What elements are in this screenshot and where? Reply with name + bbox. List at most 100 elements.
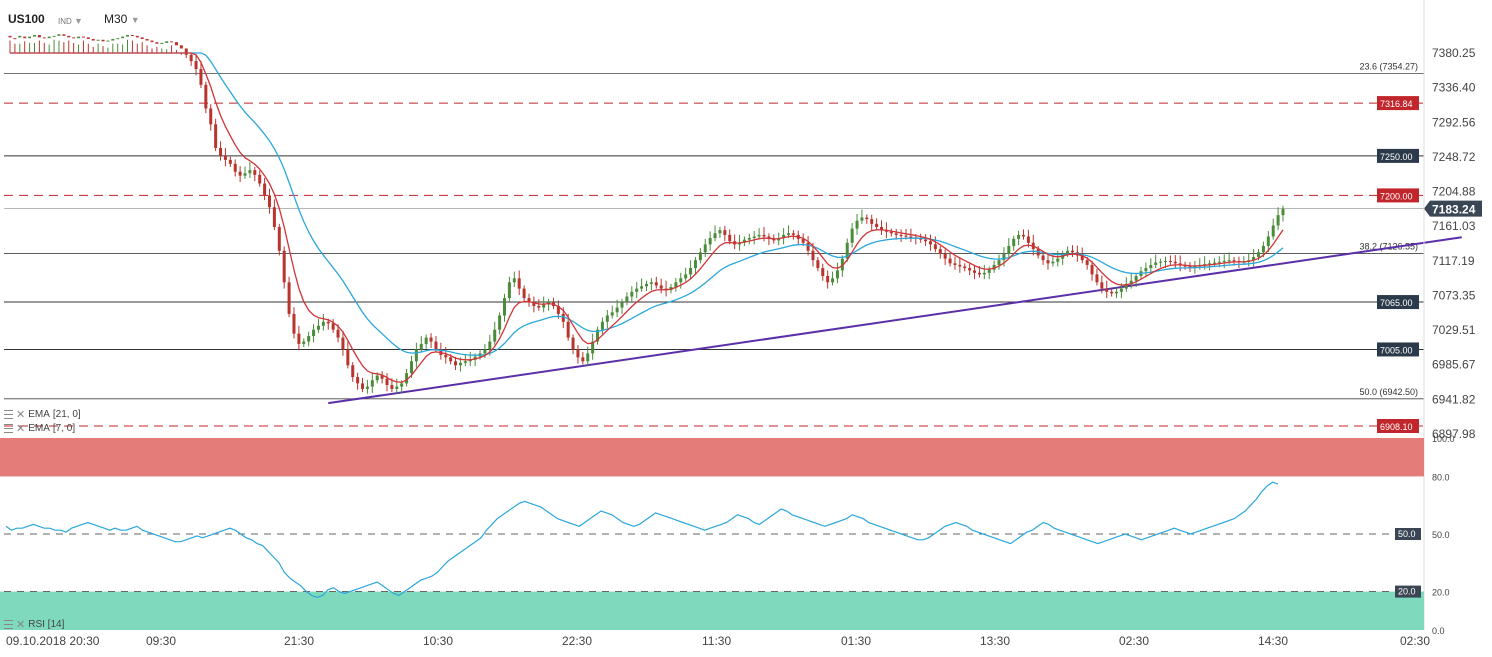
candle-body	[91, 38, 95, 41]
candle-body	[1159, 261, 1163, 263]
candle	[943, 249, 947, 265]
candle-body	[826, 275, 830, 283]
candle-body	[18, 35, 22, 38]
candle-body	[287, 282, 291, 314]
candle-body	[728, 234, 732, 242]
candle-body	[537, 306, 541, 308]
candle	[199, 61, 203, 88]
price-tick-label: 7117.19	[1432, 254, 1475, 268]
candle	[439, 342, 443, 360]
rsi-tick-label: 100.0	[1432, 434, 1455, 444]
candle-body	[409, 361, 413, 374]
candle	[405, 368, 409, 387]
candle	[1085, 257, 1089, 270]
candle	[150, 40, 154, 53]
candle	[174, 42, 178, 53]
candle	[865, 214, 869, 224]
menu-icon[interactable]	[4, 410, 13, 419]
indicator-ema7[interactable]: ✕ EMA [7, 0]	[4, 422, 75, 435]
close-icon[interactable]: ✕	[16, 423, 26, 435]
candle-body	[904, 235, 908, 237]
level-box	[1377, 419, 1419, 434]
candle	[674, 277, 678, 292]
price-tick-label: 7380.25	[1432, 46, 1476, 60]
timeframe-selector[interactable]: M30 ▼	[104, 12, 140, 26]
time-tick-label: 10:30	[423, 634, 453, 648]
candle-body	[253, 170, 257, 175]
candle	[1041, 251, 1045, 265]
candle-body	[503, 298, 507, 316]
candle	[1129, 272, 1133, 289]
symbol-label[interactable]: US100	[8, 12, 45, 26]
candle-body	[1007, 245, 1011, 254]
chevron-down-icon[interactable]: ▼	[130, 15, 140, 25]
candle-body	[483, 349, 487, 354]
candle-body	[973, 270, 977, 273]
candle	[664, 280, 668, 297]
trendline-layer[interactable]	[328, 236, 1462, 405]
candle	[223, 147, 227, 167]
candle	[928, 234, 932, 251]
menu-icon[interactable]	[4, 424, 13, 433]
candle	[547, 298, 551, 311]
candle	[762, 227, 766, 242]
candle	[77, 36, 81, 53]
indicator-ema21[interactable]: ✕ EMA [21, 0]	[4, 408, 81, 421]
instrument-type[interactable]: IND ▼	[58, 16, 83, 26]
time-tick-label: 22:30	[562, 634, 592, 648]
candle	[1266, 230, 1270, 253]
candle-body	[742, 239, 746, 243]
candle-body	[581, 357, 585, 362]
candle-body	[199, 68, 203, 85]
candle-body	[1232, 260, 1236, 262]
candle	[517, 270, 521, 295]
close-icon[interactable]: ✕	[16, 409, 26, 421]
candle	[894, 228, 898, 240]
candle-body	[77, 36, 81, 39]
candle-body	[1227, 260, 1231, 262]
indicator-rsi[interactable]: ✕ RSI [14]	[4, 618, 64, 631]
candle	[424, 334, 428, 349]
candle-body	[527, 298, 531, 303]
candle	[1070, 245, 1074, 258]
candle	[835, 262, 839, 284]
candle	[605, 309, 609, 329]
candle	[831, 271, 835, 286]
candle-body	[689, 268, 693, 275]
candle	[184, 48, 188, 58]
candle-body	[1105, 288, 1109, 292]
candle-body	[282, 250, 286, 283]
candle	[596, 326, 600, 345]
candle-body	[170, 41, 174, 43]
candle-body	[111, 38, 115, 41]
candle-body	[1271, 225, 1275, 237]
candle-body	[894, 233, 898, 235]
close-icon[interactable]: ✕	[16, 619, 26, 631]
candle-body	[13, 38, 17, 40]
candle	[860, 209, 864, 224]
menu-icon[interactable]	[4, 620, 13, 629]
candle-body	[351, 365, 355, 378]
candle-body	[307, 336, 311, 342]
candle-body	[909, 236, 913, 238]
candle	[116, 38, 120, 53]
candle	[1105, 280, 1109, 299]
candle-body	[1144, 268, 1148, 272]
candle	[875, 218, 879, 231]
candle	[527, 293, 531, 307]
level-label: 7316.84	[1380, 99, 1413, 109]
candle	[341, 330, 345, 356]
candle-body	[684, 274, 688, 279]
candle	[307, 331, 311, 347]
time-tick-label: 13:30	[980, 634, 1010, 648]
candle-body	[204, 84, 208, 109]
candle-body	[640, 286, 644, 289]
chevron-down-icon[interactable]: ▼	[74, 16, 83, 26]
candle	[130, 35, 134, 53]
candle-body	[982, 272, 986, 275]
level-label: 6908.10	[1380, 422, 1413, 432]
level-label: 7250.00	[1380, 152, 1413, 162]
candle	[767, 233, 771, 246]
candle	[1031, 234, 1035, 256]
